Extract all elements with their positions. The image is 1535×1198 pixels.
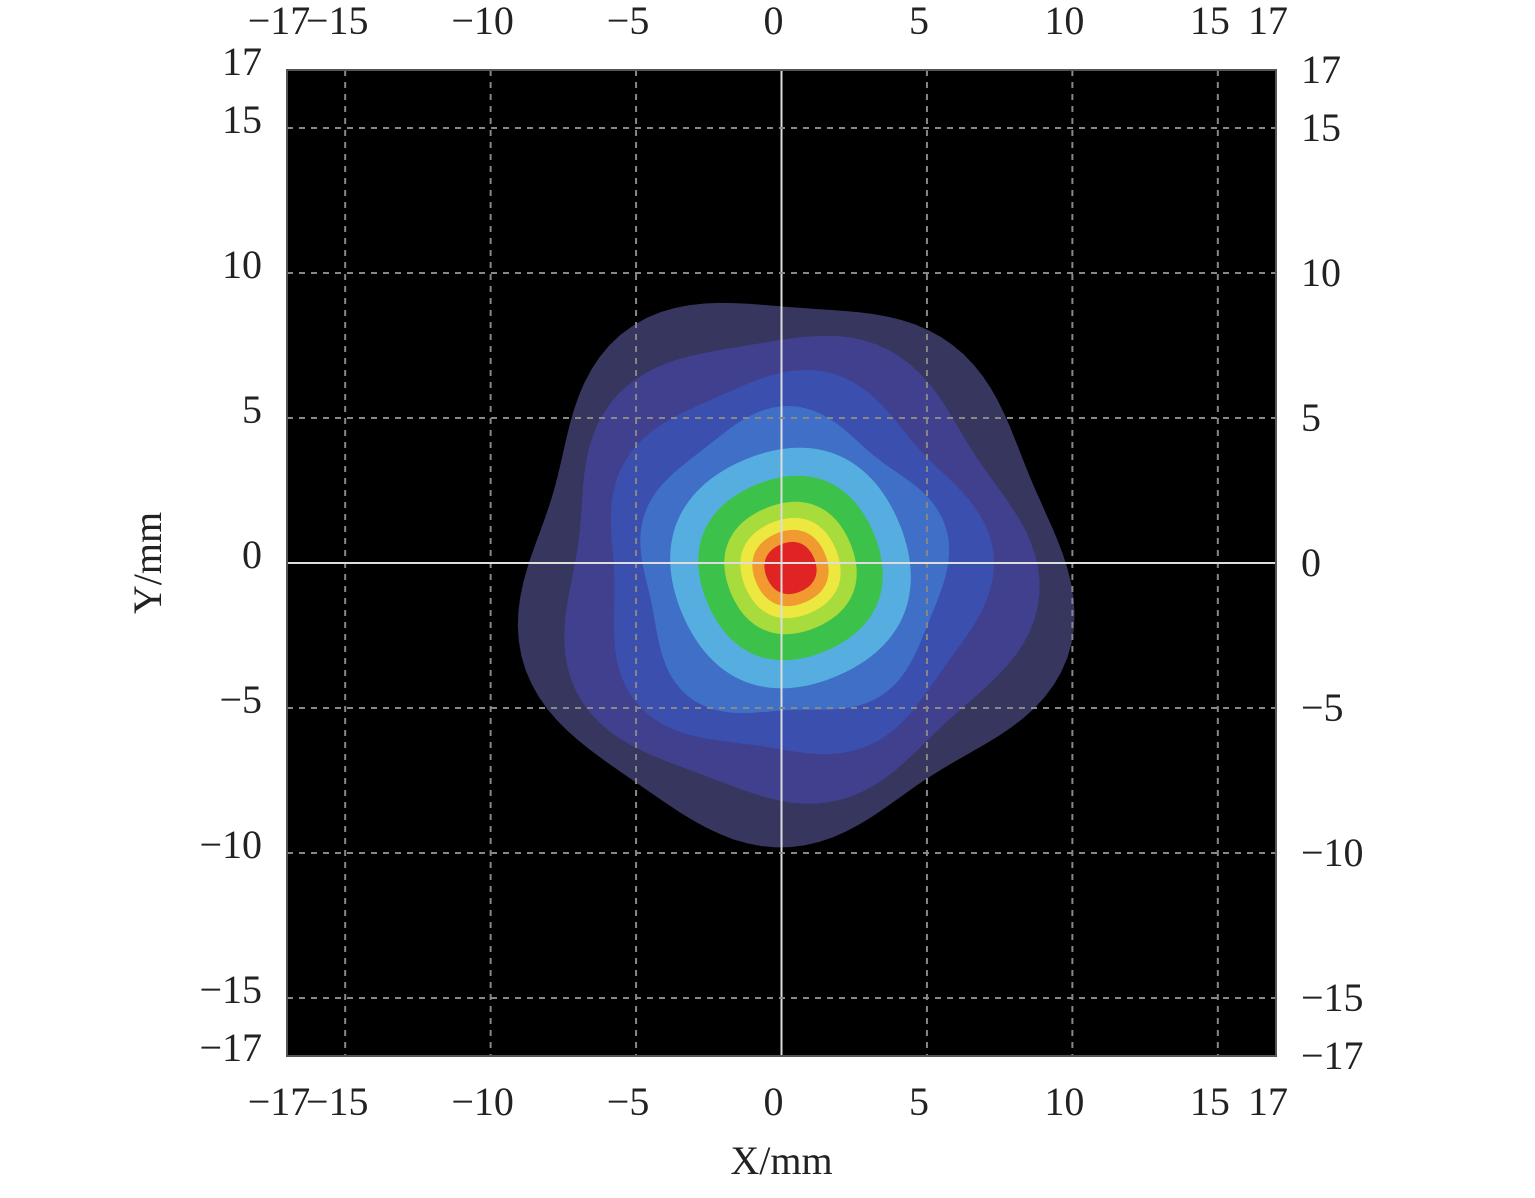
- y-tick-label: −10: [199, 822, 262, 867]
- x-tick-label-top: −17: [248, 0, 311, 43]
- y-tick-label-right: 0: [1301, 540, 1321, 585]
- y-tick-label-right: −17: [1301, 1033, 1364, 1078]
- y-tick-label: −5: [219, 677, 262, 722]
- x-tick-label: 10: [1044, 1079, 1084, 1124]
- x-tick-label: 0: [764, 1079, 784, 1124]
- y-tick-label: 17: [222, 39, 262, 84]
- y-axis-label: Y/mm: [125, 512, 170, 614]
- contour-level: [764, 541, 817, 595]
- y-tick-label: 15: [222, 97, 262, 142]
- x-tick-label: 17: [1248, 1079, 1288, 1124]
- y-tick-label: 5: [242, 387, 262, 432]
- x-tick-label-top: 17: [1248, 0, 1288, 43]
- y-tick-label-right: −5: [1301, 685, 1344, 730]
- x-tick-label: −5: [607, 1079, 650, 1124]
- y-tick-label: 0: [242, 532, 262, 577]
- y-tick-label: −15: [199, 967, 262, 1012]
- y-tick-label-right: 10: [1301, 250, 1341, 295]
- y-tick-label: −17: [199, 1025, 262, 1070]
- y-tick-label-right: −10: [1301, 830, 1364, 875]
- x-tick-label-top: −5: [607, 0, 650, 43]
- x-tick-label-top: 15: [1190, 0, 1230, 43]
- y-tick-label-right: 5: [1301, 395, 1321, 440]
- y-tick-label-right: −15: [1301, 975, 1364, 1020]
- y-tick-label-right: 15: [1301, 105, 1341, 150]
- x-tick-label: −17: [248, 1079, 311, 1124]
- x-tick-label-top: 5: [909, 0, 929, 43]
- x-tick-label-top: −10: [451, 0, 514, 43]
- y-tick-label-right: 17: [1301, 47, 1341, 92]
- x-tick-label: −10: [451, 1079, 514, 1124]
- x-axis-label: X/mm: [730, 1138, 832, 1183]
- plot-frame: [286, 69, 1277, 1057]
- x-tick-label: 15: [1190, 1079, 1230, 1124]
- x-tick-label-top: 0: [764, 0, 784, 43]
- x-tick-label-top: 10: [1044, 0, 1084, 43]
- x-tick-label: 5: [909, 1079, 929, 1124]
- x-tick-label: −15: [306, 1079, 369, 1124]
- x-tick-label-top: −15: [306, 0, 369, 43]
- y-tick-label: 10: [222, 242, 262, 287]
